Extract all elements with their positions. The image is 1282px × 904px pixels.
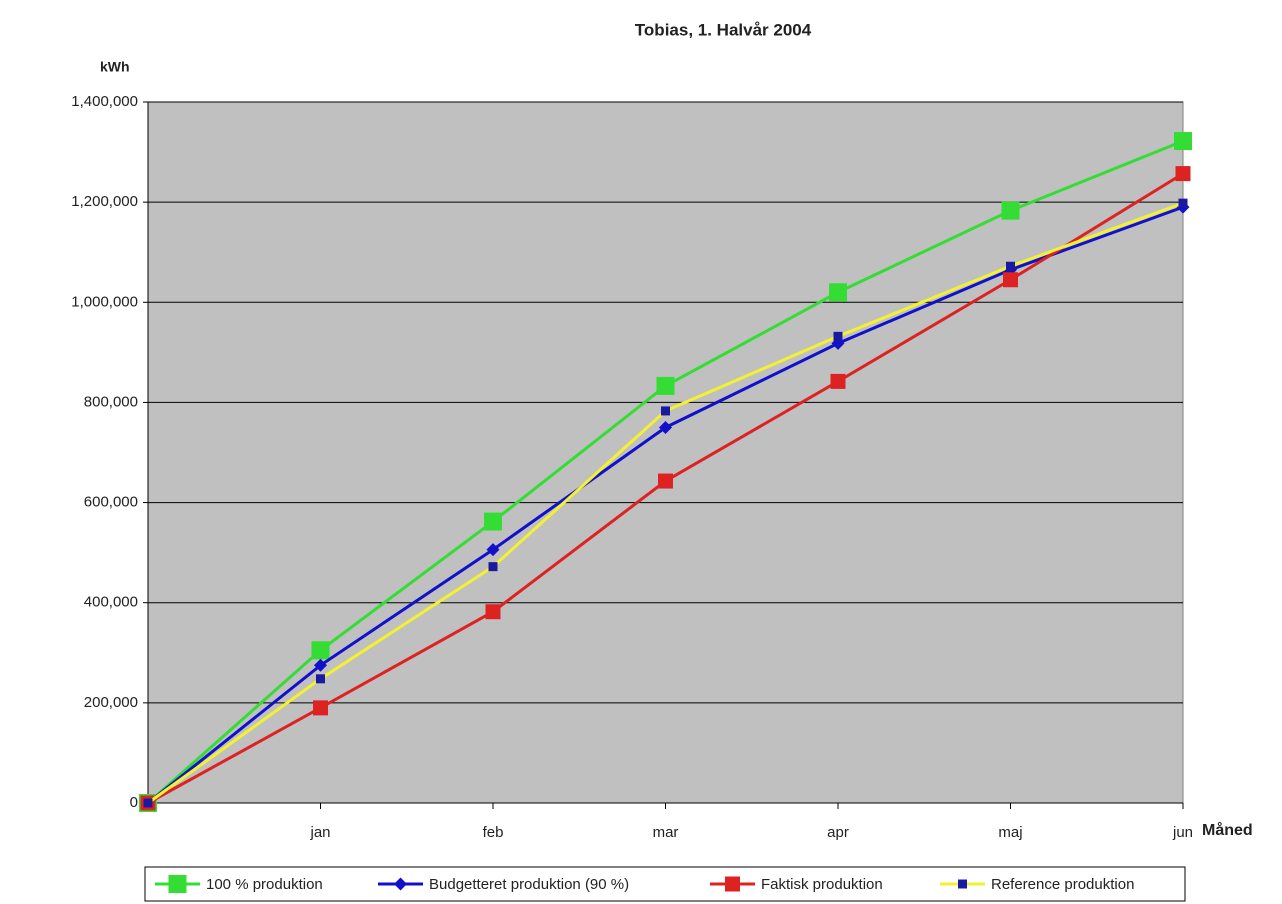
x-tick-label: mar xyxy=(653,824,679,841)
data-point xyxy=(829,283,847,302)
data-point xyxy=(830,373,846,389)
data-point xyxy=(488,562,498,572)
y-tick-label: 600,000 xyxy=(84,494,138,511)
legend: 100 % produktion Budgetteret produktion (… xyxy=(155,875,1134,893)
y-tick-label: 1,200,000 xyxy=(71,193,138,210)
legend-marker xyxy=(168,875,187,893)
y-tick-label: 400,000 xyxy=(84,594,138,611)
data-point xyxy=(1175,166,1191,182)
legend-marker xyxy=(958,879,967,889)
plot-area xyxy=(147,101,1184,804)
data-point xyxy=(1006,261,1015,271)
legend-label: Faktisk produktion xyxy=(761,876,883,893)
legend-marker xyxy=(725,876,740,892)
y-axis-label: kWh xyxy=(100,59,130,75)
x-tick-label: jun xyxy=(1172,824,1193,841)
data-point xyxy=(833,331,843,341)
data-point xyxy=(486,543,500,557)
x-tick-label: feb xyxy=(483,824,504,841)
legend-label: 100 % produktion xyxy=(206,876,323,893)
y-tick-label: 800,000 xyxy=(84,393,138,410)
legend-box xyxy=(144,866,1186,902)
x-tick-label: apr xyxy=(827,824,849,841)
data-point xyxy=(314,658,327,672)
chart-title: Tobias, 1. Halvår 2004 xyxy=(635,20,812,39)
data-point xyxy=(1178,198,1188,208)
data-point xyxy=(313,700,328,716)
y-tick-label: 0 xyxy=(130,794,138,811)
legend-marker xyxy=(394,877,407,891)
data-point xyxy=(485,604,501,620)
data-point xyxy=(656,376,675,395)
data-point xyxy=(1174,132,1192,151)
data-point xyxy=(316,674,325,684)
legend-label: Budgetteret produktion (90 %) xyxy=(429,876,629,893)
data-point xyxy=(659,420,672,434)
legend-label: Reference produktion xyxy=(991,876,1134,893)
data-point xyxy=(484,512,502,531)
data-point xyxy=(658,473,673,489)
data-point xyxy=(661,406,670,416)
x-tick-label: maj xyxy=(998,824,1022,841)
data-point xyxy=(143,798,153,808)
data-point xyxy=(1003,272,1018,288)
x-tick-label: jan xyxy=(309,824,330,841)
data-point xyxy=(311,641,330,660)
y-tick-label: 1,000,000 xyxy=(71,293,138,310)
y-tick-label: 1,400,000 xyxy=(71,93,138,110)
y-tick-label: 200,000 xyxy=(84,694,138,711)
x-axis-label: Måned xyxy=(1202,821,1253,839)
data-point xyxy=(1001,201,1020,220)
